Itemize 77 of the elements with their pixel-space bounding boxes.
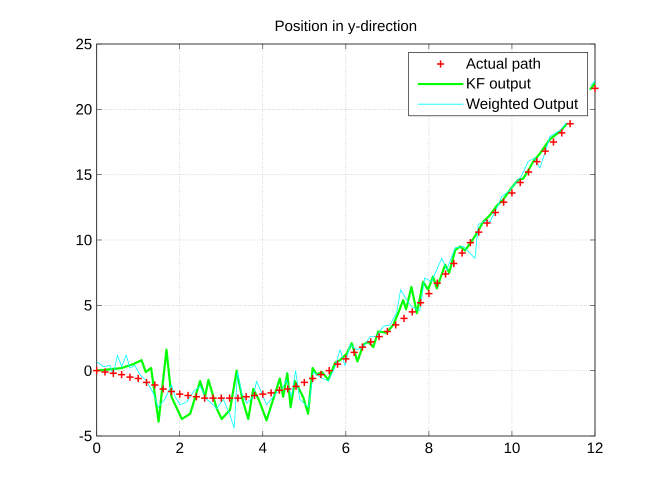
- point: [117, 370, 126, 379]
- point: [540, 146, 550, 156]
- point: [432, 278, 442, 288]
- point: [108, 368, 118, 378]
- point: [184, 391, 192, 400]
- y-tick-label: 20: [76, 104, 92, 115]
- point: [134, 374, 143, 383]
- point: [167, 387, 176, 396]
- point: [458, 248, 466, 258]
- point: [499, 198, 508, 206]
- point: [490, 208, 500, 217]
- point: [566, 119, 574, 128]
- point: [234, 394, 242, 402]
- point: [216, 394, 226, 402]
- point: [333, 360, 342, 368]
- point: [308, 374, 317, 383]
- point: [524, 168, 533, 176]
- chart-title: Position in y-direction: [276, 20, 416, 34]
- point: [474, 228, 484, 236]
- point: [242, 392, 251, 402]
- y-tick-label: 25: [76, 38, 92, 50]
- point: [400, 314, 408, 323]
- point: [342, 354, 350, 364]
- x-tick-label: 10: [504, 442, 520, 454]
- point: [300, 378, 309, 387]
- point: [366, 338, 376, 346]
- point: [466, 238, 475, 247]
- point: [408, 308, 417, 316]
- point: [350, 348, 359, 357]
- point: [358, 342, 367, 352]
- point: [266, 388, 276, 398]
- point: [283, 384, 292, 394]
- legend-label: KF output: [467, 78, 531, 92]
- x-tick-label: 4: [258, 442, 267, 453]
- x-tick-label: 8: [425, 442, 432, 454]
- point: [374, 332, 384, 342]
- point: [391, 320, 400, 330]
- y-tick-label: -5: [79, 430, 92, 442]
- point: [316, 370, 326, 379]
- point: [424, 289, 434, 298]
- x-tick-label: 0: [93, 442, 100, 454]
- x-tick-label: 2: [176, 442, 184, 453]
- point: [292, 382, 300, 391]
- point: [557, 128, 566, 138]
- point: [225, 394, 234, 402]
- y-tick-label: 10: [76, 234, 92, 246]
- y-tick-label: 15: [76, 169, 92, 180]
- point: [449, 259, 458, 268]
- legend-label: Weighted Output: [466, 98, 578, 112]
- point: [126, 372, 134, 382]
- point: [516, 178, 525, 187]
- point: [142, 378, 151, 387]
- point: [508, 188, 516, 198]
- point: [441, 270, 450, 278]
- point: [275, 386, 284, 395]
- y-tick-label: 5: [84, 300, 92, 311]
- point: [590, 84, 600, 93]
- point: [158, 384, 168, 394]
- point: [416, 298, 425, 308]
- point: [200, 394, 210, 402]
- point: [532, 157, 542, 166]
- point: [482, 218, 492, 228]
- point: [549, 138, 558, 146]
- y-tick-label: 0: [84, 365, 92, 376]
- point: [192, 392, 201, 402]
- point: [250, 391, 259, 400]
- point: [258, 390, 268, 399]
- point: [92, 366, 102, 376]
- point: [150, 380, 160, 390]
- point: [100, 368, 110, 376]
- legend-label: Actual path: [466, 58, 540, 72]
- x-tick-label: 12: [588, 442, 603, 453]
- point: [175, 390, 184, 399]
- point: [208, 394, 218, 402]
- point: [324, 366, 334, 376]
- point: [383, 327, 392, 336]
- x-tick-label: 6: [342, 442, 350, 454]
